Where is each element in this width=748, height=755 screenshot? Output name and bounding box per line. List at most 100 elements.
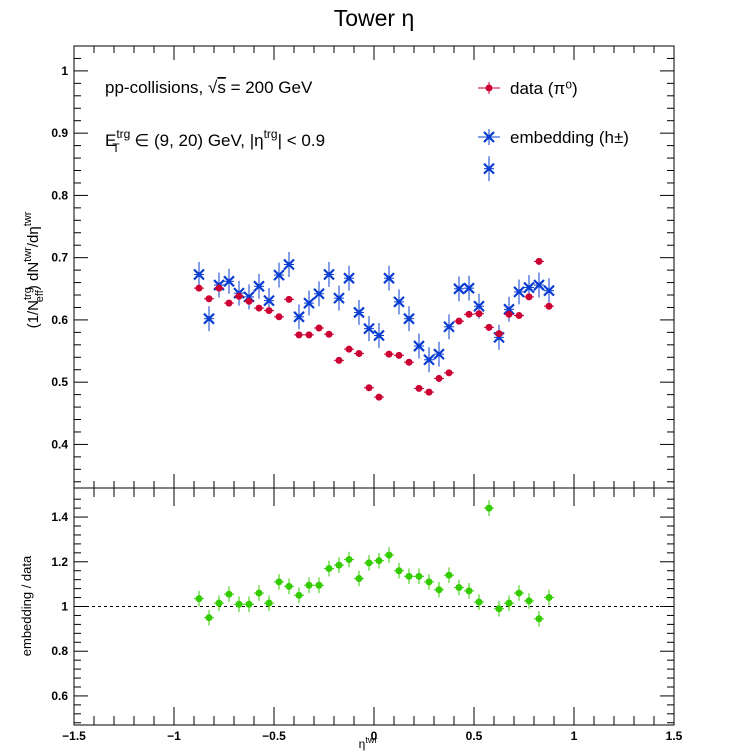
data-point: [404, 358, 414, 366]
data-point: [444, 369, 454, 377]
data-point: [324, 330, 334, 338]
top-y-tick-label: 0.4: [51, 437, 68, 451]
data-point: [294, 331, 304, 339]
data-point: [344, 345, 354, 353]
ratio-point: [234, 596, 244, 613]
top-y-tick-label: 1: [61, 64, 68, 78]
x-tick-label: −1.5: [62, 729, 86, 743]
ratio-point: [474, 594, 484, 610]
top-axis-ticks: 0.4 0.5 0.6 0.7 0.8 0.9 1: [51, 46, 675, 488]
ratio-point: [354, 570, 364, 587]
ratio-point: [394, 562, 404, 579]
x-tick-label: −0.5: [262, 729, 286, 743]
legend-entry-data: data (π⁰): [478, 79, 578, 98]
top-y-tick-label: 0.6: [51, 313, 68, 327]
embedding-point: [393, 289, 405, 315]
ratio-point: [404, 568, 414, 585]
annotation-collisions: pp-collisions, √s = 200 GeV: [105, 78, 313, 97]
legend-label-data: data (π⁰): [510, 79, 578, 98]
ratio-point: [284, 578, 294, 595]
data-point: [334, 356, 344, 364]
ratio-point: [324, 560, 334, 577]
data-point: [264, 307, 274, 315]
data-point: [394, 351, 404, 359]
embedding-point: [243, 284, 255, 310]
data-point: [224, 299, 234, 307]
legend-label-embedding: embedding (h±): [510, 128, 629, 147]
legend-marker-embedding: [483, 131, 495, 143]
embedding-point: [283, 252, 295, 277]
x-tick-label: 0.5: [466, 729, 483, 743]
annotation-trigger: Etrg T ∈ (9, 20) GeV, |ηtrg| < 0.9: [105, 127, 325, 155]
ratio-point: [494, 600, 504, 617]
ratio-point: [464, 583, 474, 599]
data-point: [204, 295, 214, 303]
data-point: [304, 331, 314, 339]
embedding-point: [203, 306, 215, 332]
data-point: [484, 323, 494, 331]
ratio-point: [254, 585, 264, 601]
embedding-point: [333, 285, 345, 311]
top-y-tick-label: 0.9: [51, 126, 68, 140]
x-tick-label: 1: [571, 729, 578, 743]
ratio-point: [454, 579, 464, 596]
ratio-point: [524, 593, 534, 609]
embedding-point: [353, 299, 365, 325]
embedding-point: [543, 278, 555, 304]
embedding-point: [323, 262, 335, 287]
embedding-point: [533, 272, 545, 298]
x-axis-label: ηtwr: [359, 735, 378, 751]
x-tick-label: 0: [371, 729, 378, 743]
data-point: [234, 292, 244, 300]
ratio-point: [304, 577, 314, 594]
data-point: [464, 310, 474, 318]
data-point: [524, 293, 534, 301]
top-y-tick-label: 0.7: [51, 251, 68, 265]
embedding-point: [423, 347, 435, 373]
data-point: [494, 330, 504, 338]
ratio-point: [224, 586, 234, 603]
top-plot-frame: [73, 45, 675, 489]
ratio-point: [294, 587, 304, 604]
data-point: [364, 384, 374, 392]
ratio-point: [534, 610, 544, 627]
data-point: [434, 374, 444, 382]
data-point: [214, 284, 224, 292]
ratio-point: [314, 577, 324, 594]
bottom-y-tick-label: 1.2: [51, 555, 68, 569]
data-point: [284, 295, 294, 303]
bottom-axis-ticks: 0.6 0.8 1 1.2 1.4 −1.5 −1 −0.5 0 0.5 1 1.5: [51, 488, 683, 743]
data-point: [414, 384, 424, 392]
ratio-point: [424, 574, 434, 590]
embedding-point: [383, 265, 395, 291]
ratio-point: [214, 595, 224, 611]
ratio-point: [484, 500, 494, 516]
x-tick-label: −1: [167, 729, 181, 743]
legend-entry-embedding: embedding (h±): [478, 128, 629, 147]
data-point: [544, 302, 554, 310]
embedding-point: [193, 262, 205, 287]
embedding-point: [413, 333, 425, 359]
data-point: [514, 312, 524, 320]
embedding-point: [363, 316, 375, 342]
embedding-point: [293, 304, 305, 330]
embedding-point: [253, 273, 265, 299]
data-point: [254, 304, 264, 312]
embedding-point: [453, 276, 465, 302]
ratio-point: [334, 557, 344, 573]
ratio-point: [384, 547, 394, 563]
bottom-y-tick-label: 0.8: [51, 644, 68, 658]
embedding-point: [443, 314, 455, 340]
bottom-y-axis-label: embedding / data: [19, 555, 34, 656]
legend: data (π⁰) embedding (h±): [478, 79, 629, 147]
bottom-y-tick-label: 1.4: [51, 510, 68, 524]
ratio-point: [504, 595, 514, 611]
ratio-point: [194, 590, 204, 607]
ratio-point: [344, 551, 354, 568]
data-point: [454, 317, 464, 325]
data-point: [314, 324, 324, 332]
ratio-point: [514, 585, 524, 601]
embedding-point: [483, 156, 495, 182]
embedding-point: [503, 296, 515, 322]
